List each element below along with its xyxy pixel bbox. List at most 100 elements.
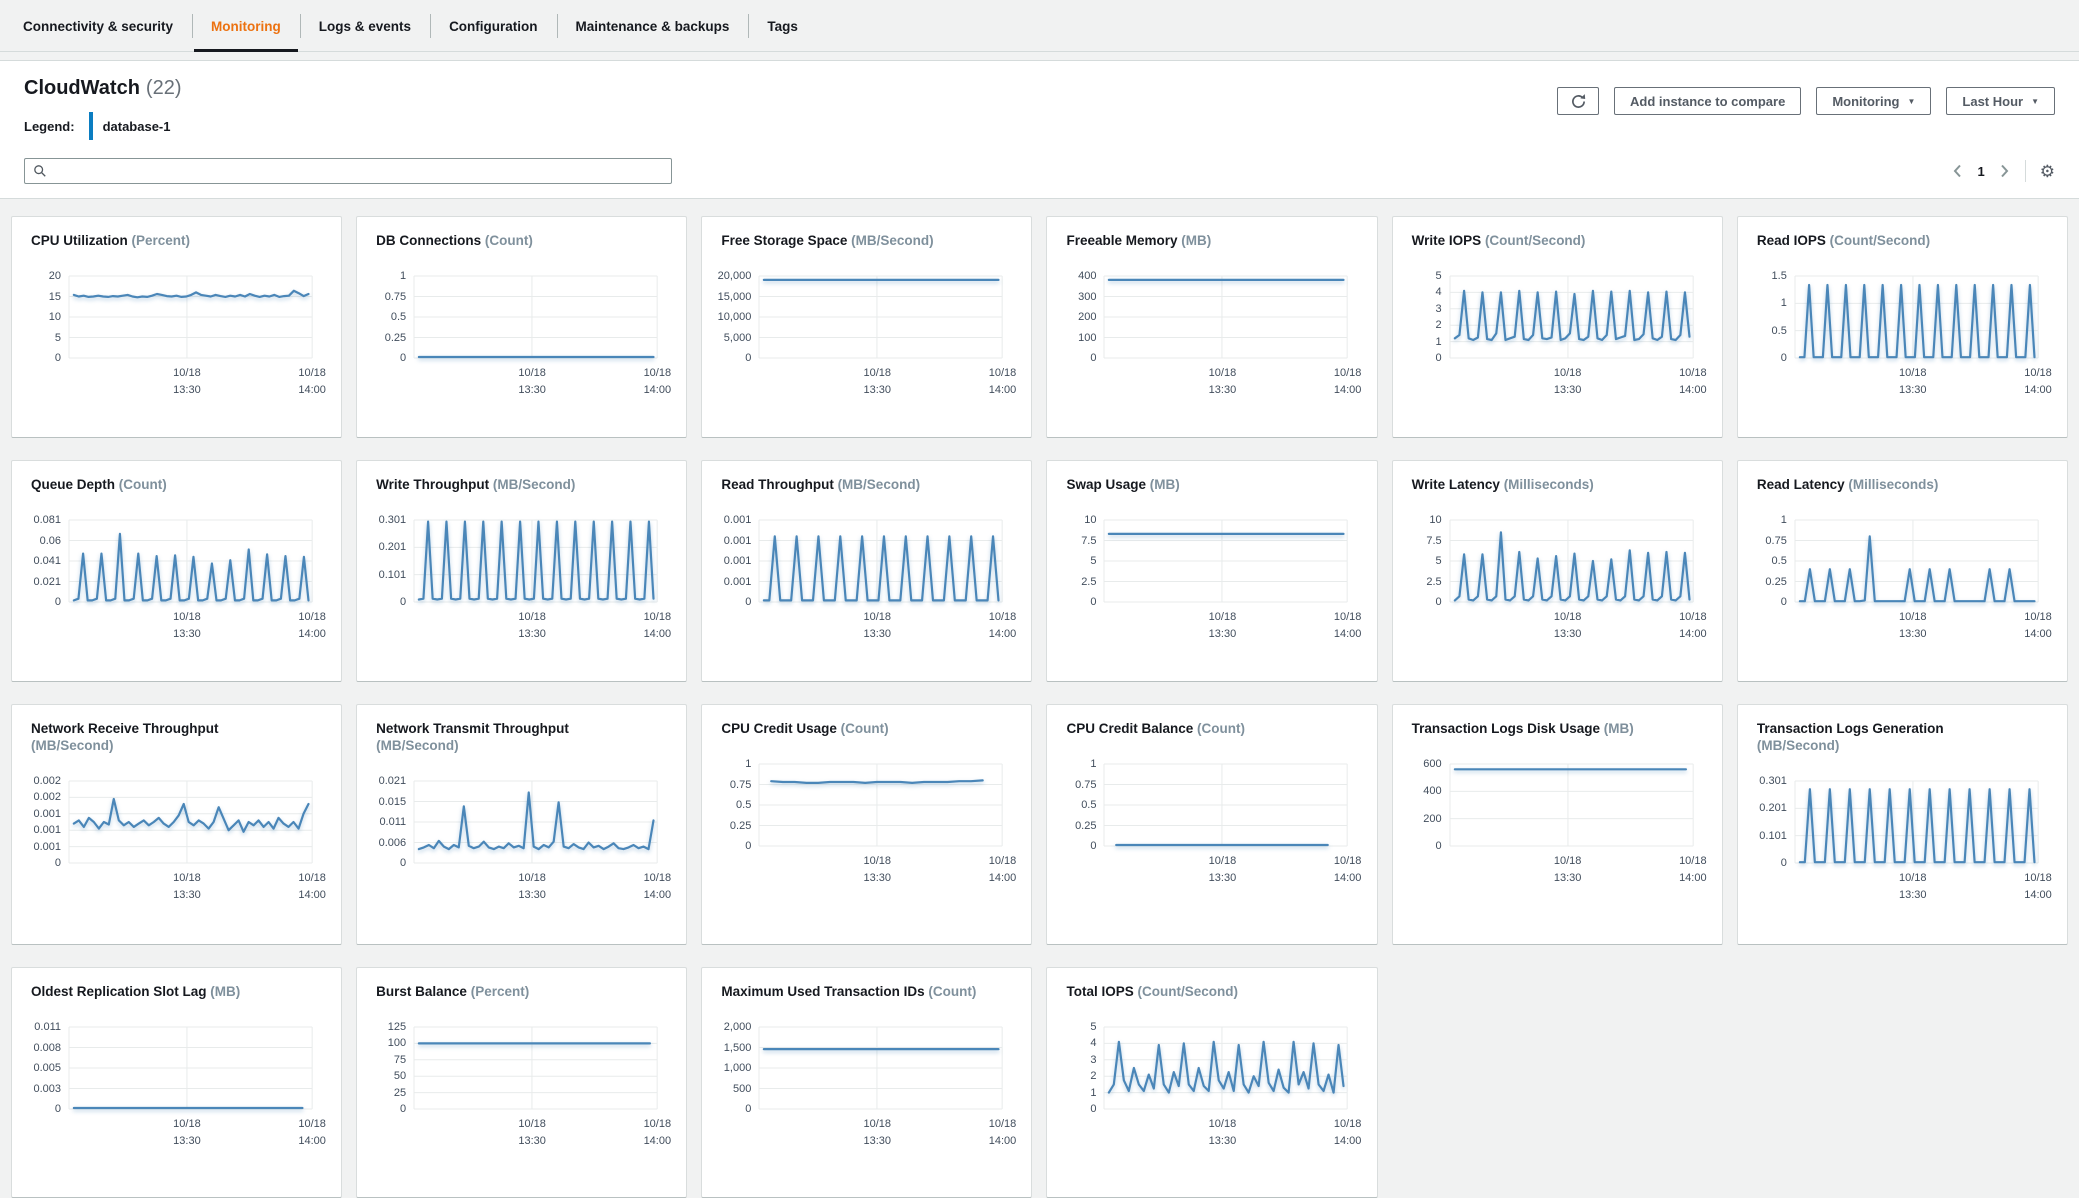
chart-card[interactable]: Write IOPS (Count/Second) 5 4 3 2 1 0 10/18 1… bbox=[1391, 216, 1723, 438]
plot-area: 10/18 13:30 10/18 14:00 bbox=[68, 1026, 326, 1147]
chart-card[interactable]: Network Receive Throughput (MB/Second) 0… bbox=[11, 704, 343, 945]
x-axis-date: 10/18 bbox=[298, 1118, 326, 1130]
button-label: Last Hour bbox=[1962, 93, 2024, 109]
plot-area: 10/18 13:30 10/18 14:00 bbox=[413, 780, 671, 901]
x-axis-time: 14:00 bbox=[1333, 1135, 1362, 1147]
chart-card[interactable]: Transaction Logs Disk Usage (MB) 600 400 2… bbox=[1391, 704, 1723, 945]
y-tick-label: 0 bbox=[1090, 1103, 1097, 1115]
y-tick-label: 0 bbox=[745, 1103, 752, 1115]
y-tick-label: 15 bbox=[48, 290, 61, 303]
gear-icon[interactable]: ⚙ bbox=[2039, 161, 2055, 181]
y-tick-label: 1 bbox=[400, 270, 407, 282]
chart-card[interactable]: Freeable Memory (MB) 400 300 200 100 0 10/18… bbox=[1046, 216, 1378, 438]
y-tick-label: 0.001 bbox=[33, 807, 61, 820]
chart-plot-row: 0.021 0.015 0.011 0.006 0 10/18 13:30 10/18 … bbox=[376, 775, 671, 901]
chart-card[interactable]: Maximum Used Transaction IDs (Count) 2,0… bbox=[701, 967, 1033, 1198]
time-range-dropdown[interactable]: Last Hour ▼ bbox=[1946, 87, 2055, 115]
y-tick-label: 0 bbox=[745, 352, 752, 364]
metric-search[interactable] bbox=[24, 158, 672, 184]
chart-card[interactable]: CPU Credit Balance (Count) 1 0.75 0.5 0.25 0… bbox=[1046, 704, 1378, 945]
tab-logs-events[interactable]: Logs & events bbox=[299, 0, 430, 52]
tab-monitoring[interactable]: Monitoring bbox=[192, 0, 300, 52]
chart-title: Burst Balance (Percent) bbox=[376, 983, 667, 1000]
x-axis-time: 13:30 bbox=[173, 628, 201, 640]
x-axis-label: 10/18 14:00 bbox=[989, 1116, 1017, 1150]
y-tick-label: 0 bbox=[1780, 352, 1787, 364]
chart-card[interactable]: Burst Balance (Percent) 125 100 75 50 25 0 10… bbox=[356, 967, 688, 1198]
chart-unit-text: (MB/Second) bbox=[837, 477, 921, 492]
x-axis-date: 10/18 bbox=[988, 611, 1017, 623]
chart-title-text: Write Throughput bbox=[376, 477, 493, 492]
grid-lines bbox=[1103, 275, 1349, 359]
monitoring-dropdown[interactable]: Monitoring ▼ bbox=[1816, 87, 1932, 115]
tab-bar: Connectivity & security Monitoring Logs … bbox=[0, 0, 2079, 52]
x-axis-time: 13:30 bbox=[173, 1135, 201, 1147]
chart-card[interactable]: Write Throughput (MB/Second) 0.301 0.201 0… bbox=[356, 460, 688, 682]
chart-plot-row: 0.301 0.201 0.101 0 10/18 13:30 10/18 14:00 bbox=[376, 514, 671, 640]
add-instance-to-compare-button[interactable]: Add instance to compare bbox=[1614, 87, 1802, 115]
chart-card[interactable]: Read IOPS (Count/Second) 1.5 1 0.5 0 10/18 … bbox=[1736, 216, 2068, 438]
tab-maintenance-backups[interactable]: Maintenance & backups bbox=[556, 0, 749, 52]
chart-card[interactable]: CPU Credit Usage (Count) 1 0.75 0.5 0.25 0 1… bbox=[701, 704, 1033, 945]
metric-line bbox=[763, 278, 1000, 282]
chart-card[interactable]: Network Transmit Throughput (MB/Second) … bbox=[356, 704, 688, 945]
tab-configuration[interactable]: Configuration bbox=[430, 0, 556, 52]
x-axis-time: 14:00 bbox=[988, 628, 1017, 640]
y-tick-label: 0.008 bbox=[33, 1041, 61, 1054]
y-tick-label: 400 bbox=[1078, 270, 1097, 282]
x-axis-label: 10/18 14:00 bbox=[298, 365, 326, 399]
chart-title: Freeable Memory (MB) bbox=[1066, 232, 1357, 249]
chart-title: Queue Depth (Count) bbox=[31, 476, 322, 493]
next-page-button[interactable] bbox=[1999, 164, 2011, 178]
chart-card[interactable]: Read Latency (Milliseconds) 1 0.75 0.5 0.25… bbox=[1736, 460, 2068, 682]
chart-plot-row: 10 7.5 5 2.5 0 10/18 13:30 10/18 14:00 bbox=[1066, 514, 1361, 640]
y-tick-label: 1 bbox=[1780, 297, 1787, 310]
y-axis-tick-labels: 1 0.75 0.5 0.25 0 bbox=[1066, 758, 1104, 852]
chart-card[interactable]: DB Connections (Count) 1 0.75 0.5 0.25 0 10/… bbox=[356, 216, 688, 438]
metric-line bbox=[72, 797, 310, 833]
x-axis-time: 14:00 bbox=[2024, 628, 2052, 640]
y-tick-label: 0 bbox=[54, 857, 61, 869]
previous-page-button[interactable] bbox=[1952, 164, 1964, 178]
grid-lines bbox=[413, 780, 658, 864]
tab-tags[interactable]: Tags bbox=[748, 0, 817, 52]
chart-title-text: Write IOPS bbox=[1411, 233, 1485, 248]
plot-area: 10/18 13:30 10/18 14:00 bbox=[413, 1026, 671, 1147]
chart-title: CPU Utilization (Percent) bbox=[31, 232, 322, 249]
refresh-button[interactable] bbox=[1557, 87, 1600, 115]
x-axis-label: 10/18 14:00 bbox=[1334, 365, 1362, 399]
y-tick-label: 0.003 bbox=[33, 1082, 61, 1095]
chevron-down-icon: ▼ bbox=[2031, 96, 2039, 106]
chart-plot-row: 2,000 1,500 1,000 500 0 10/18 13:30 10/18 14… bbox=[721, 1021, 1016, 1147]
chart-card[interactable]: Queue Depth (Count) 0.081 0.06 0.041 0.021 0… bbox=[11, 460, 343, 682]
chart-card[interactable]: Write Latency (Milliseconds) 10 7.5 5 2.5 0 … bbox=[1391, 460, 1723, 682]
x-axis-time: 13:30 bbox=[863, 1135, 892, 1147]
chart-card[interactable]: Swap Usage (MB) 10 7.5 5 2.5 0 10/18 13:30 1… bbox=[1046, 460, 1378, 682]
x-axis-label: 10/18 13:30 bbox=[518, 609, 546, 643]
chart-unit-text: (MB) bbox=[1149, 477, 1180, 492]
current-page-number[interactable]: 1 bbox=[1977, 163, 1985, 179]
chart-card[interactable]: Oldest Replication Slot Lag (MB) 0.011 0.… bbox=[11, 967, 343, 1198]
metric-line bbox=[417, 520, 655, 601]
chart-card[interactable]: Read Throughput (MB/Second) 0.001 0.001 0.… bbox=[701, 460, 1033, 682]
x-axis-label: 10/18 14:00 bbox=[1334, 1116, 1362, 1150]
chart-card[interactable]: CPU Utilization (Percent) 20 15 10 5 0 10/18… bbox=[11, 216, 343, 438]
plot-area: 10/18 13:30 10/18 14:00 bbox=[1103, 763, 1361, 884]
x-axis-label: 10/18 14:00 bbox=[1334, 609, 1362, 643]
y-tick-label: 0.75 bbox=[1075, 778, 1097, 791]
x-axis-date: 10/18 bbox=[518, 367, 546, 379]
chart-card[interactable]: Transaction Logs Generation (MB/Second) … bbox=[1736, 704, 2068, 945]
chart-title-text: Maximum Used Transaction IDs bbox=[721, 984, 929, 999]
chart-card[interactable]: Free Storage Space (MB/Second) 20,000 15,… bbox=[701, 216, 1033, 438]
chart-card[interactable]: Total IOPS (Count/Second) 5 4 3 2 1 0 10/18 1… bbox=[1046, 967, 1378, 1198]
y-tick-label: 0.5 bbox=[1081, 799, 1097, 811]
y-tick-label: 1,500 bbox=[723, 1041, 752, 1054]
y-tick-label: 7.5 bbox=[1426, 534, 1442, 547]
chart-title: Swap Usage (MB) bbox=[1066, 476, 1357, 493]
cloudwatch-panel: CloudWatch (22) Legend: database-1 Add in… bbox=[0, 60, 2079, 199]
y-tick-label: 0.201 bbox=[378, 541, 407, 554]
y-tick-label: 10 bbox=[48, 311, 61, 323]
plot-area: 10/18 13:30 10/18 14:00 bbox=[758, 519, 1016, 640]
tab-connectivity-security[interactable]: Connectivity & security bbox=[23, 18, 174, 34]
search-input[interactable] bbox=[53, 163, 663, 179]
